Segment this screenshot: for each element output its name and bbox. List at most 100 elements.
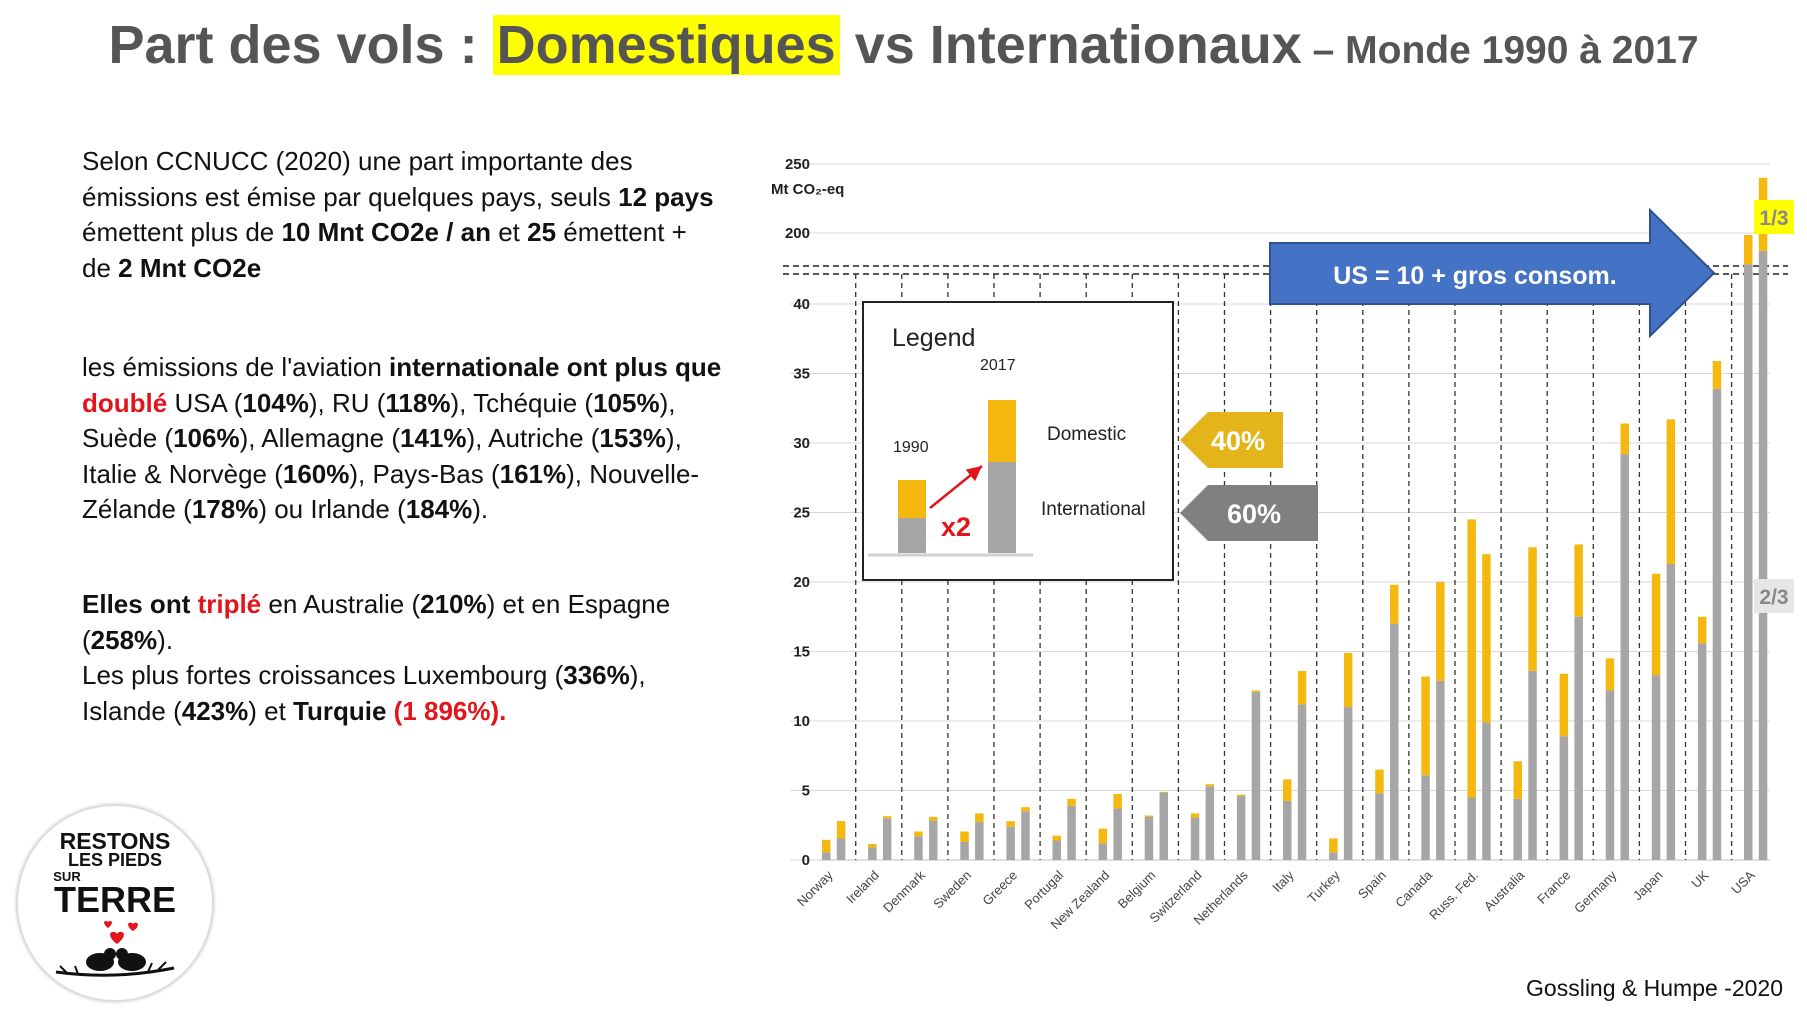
category-label: Denmark — [880, 867, 928, 915]
legend-2017-domestic — [988, 400, 1016, 462]
text-run: ), Nouvelle-Zélande ( — [82, 458, 700, 525]
logo-word-4: TERRE — [53, 879, 176, 920]
bar-netherlands-2017-domestic — [1251, 690, 1261, 692]
bar-greece-2017-international — [1021, 811, 1030, 860]
text-run: 184% — [405, 494, 473, 524]
y-tick-label: 200 — [785, 225, 810, 242]
y-tick-label: 30 — [793, 435, 810, 452]
doubled-paragraph: les émissions de l'aviation internationa… — [82, 350, 722, 528]
category-label: Spain — [1355, 868, 1389, 902]
category-label: Australia — [1481, 867, 1528, 914]
y-tick-label: 15 — [793, 644, 810, 661]
bar-turkey-2017-international — [1343, 707, 1353, 860]
bar-sweden-1990-international — [960, 841, 969, 860]
tripled-paragraph: Elles ont triplé en Australie (210%) et … — [82, 587, 722, 729]
bar-france-2017-international — [1574, 616, 1583, 860]
bar-norway-1990-international — [822, 852, 831, 860]
y-tick-label: 10 — [793, 713, 810, 730]
bar-ireland-1990-domestic — [868, 844, 877, 848]
category-label: Turkey — [1305, 867, 1344, 906]
us-arrow-shape — [1269, 207, 1716, 339]
bar-ireland-1990-international — [868, 847, 877, 860]
text-run: ). — [157, 624, 174, 655]
us-callout-arrow: US = 10 + gros consom. — [1269, 207, 1716, 339]
bar-denmark-2017-international — [929, 820, 938, 860]
bar-greece-1990-international — [1006, 826, 1015, 860]
text-run: émettent + de — [82, 217, 687, 283]
text-run: 423% — [181, 695, 249, 726]
text-run: internationale ont plus que — [389, 352, 722, 382]
legend-title: Legend — [892, 324, 975, 352]
y-axis: 0 5 10 15 20 25 30 35 40 200 250 — [785, 156, 810, 869]
text-run: 161% — [499, 458, 567, 489]
text-run: 106% — [173, 423, 240, 453]
bar-canada-1990-domestic — [1421, 676, 1430, 776]
text-run: ), Autriche ( — [466, 423, 600, 453]
bar-spain-2017-domestic — [1390, 584, 1399, 624]
bar-denmark-2017-domestic — [929, 816, 938, 821]
text-run: ), Tchéquie ( — [450, 387, 594, 418]
text-run: triplé — [197, 589, 262, 619]
bar-uk-1990-domestic — [1697, 616, 1707, 644]
bar-japan-1990-domestic — [1651, 573, 1661, 676]
bar-norway-1990-domestic — [822, 839, 831, 853]
bar-new-zealand-1990-international — [1098, 843, 1108, 860]
text-run: ), RU ( — [308, 387, 386, 418]
text-run: ). — [472, 494, 489, 524]
logo-word-2: LES PIEDS — [67, 850, 163, 870]
bar-australia-1990-domestic — [1513, 761, 1522, 799]
bar-portugal-1990-domestic — [1052, 835, 1061, 841]
text-run: 336% — [563, 660, 630, 690]
y-axis-label: Mt CO₂-eq — [771, 181, 844, 198]
bar-turkey-1990-international — [1329, 852, 1338, 860]
usa-domestic-share: 1/3 — [1759, 207, 1788, 230]
bar-germany-2017-international — [1620, 454, 1629, 860]
legend-1990-international — [898, 518, 926, 553]
bar-denmark-1990-domestic — [914, 831, 923, 837]
bar-sweden-1990-domestic — [960, 831, 969, 842]
legend-1990-domestic — [898, 480, 926, 518]
bar-russ-fed--2017-domestic — [1482, 554, 1491, 723]
category-label: Italy — [1269, 867, 1297, 895]
domestic-share-value: 40% — [1211, 426, 1265, 456]
bar-turkey-1990-domestic — [1329, 838, 1338, 853]
category-label: Canada — [1392, 867, 1435, 910]
category-label: Norway — [794, 867, 836, 909]
bar-france-1990-domestic — [1559, 673, 1569, 737]
bar-italy-2017-international — [1297, 704, 1307, 860]
text-run: Elles ont — [82, 589, 198, 619]
text-run: 141% — [399, 423, 467, 453]
category-label: Greece — [979, 868, 1020, 909]
us-arrow-text: US = 10 + gros consom. — [1333, 262, 1616, 290]
category-label: UK — [1688, 867, 1712, 891]
legend-international-label: International — [1041, 499, 1146, 520]
legend-growth-arrow — [929, 465, 983, 509]
bar-belgium-1990-international — [1144, 816, 1154, 860]
bar-portugal-1990-international — [1052, 840, 1061, 860]
international-share-value: 60% — [1227, 499, 1281, 529]
text-run: ), Italie & Norvège ( — [82, 423, 682, 489]
bar-netherlands-2017-international — [1251, 691, 1261, 860]
category-label: Japan — [1630, 868, 1666, 904]
category-label: Russ. Fed. — [1426, 868, 1481, 923]
bar-switzerland-2017-domestic — [1205, 784, 1215, 787]
bar-new-zealand-1990-domestic — [1098, 828, 1108, 844]
text-run: en Australie ( — [261, 589, 421, 619]
bar-uk-1990-international — [1697, 643, 1707, 860]
bar-switzerland-2017-international — [1205, 786, 1215, 860]
bar-portugal-2017-domestic — [1067, 798, 1076, 806]
category-label: Sweden — [930, 868, 974, 912]
title-highlight: Domestiques — [492, 15, 840, 75]
y-tick-label: 250 — [785, 156, 810, 173]
domestic-share-callout: 40% — [1180, 412, 1283, 468]
bar-italy-1990-international — [1283, 800, 1292, 860]
category-label: Belgium — [1115, 868, 1159, 912]
bar-ireland-2017-international — [882, 818, 892, 860]
text-run: 2 Mnt CO2e — [118, 252, 262, 283]
bar-switzerland-1990-domestic — [1190, 813, 1200, 818]
category-label: Ireland — [843, 868, 882, 907]
bar-australia-2017-domestic — [1528, 547, 1537, 671]
text-run: 104% — [242, 387, 309, 418]
